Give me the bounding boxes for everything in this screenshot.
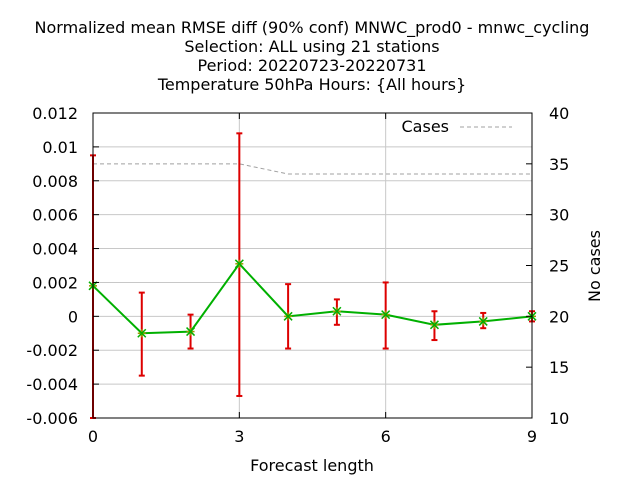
- title-line-3: Period: 20220723-20220731: [197, 56, 426, 75]
- y-tick-label: 0.01: [42, 138, 78, 157]
- title-line-1: Normalized mean RMSE diff (90% conf) MNW…: [35, 18, 590, 38]
- rmse-diff-series: [88, 259, 537, 338]
- data-point: [478, 316, 488, 326]
- marker-stroke: [234, 259, 244, 269]
- data-point: [381, 310, 391, 320]
- y-tick-label: 0.012: [32, 104, 78, 123]
- marker-stroke: [186, 327, 196, 337]
- chart-title: Normalized mean RMSE diff (90% conf) MNW…: [35, 18, 590, 94]
- data-point: [186, 327, 196, 337]
- title-line-2: Selection: ALL using 21 stations: [184, 37, 439, 56]
- grid: [93, 113, 532, 418]
- legend: Cases: [402, 117, 512, 136]
- y-tick-label: -0.002: [26, 341, 78, 360]
- marker-stroke: [332, 306, 342, 316]
- x-tick-label: 6: [381, 427, 391, 446]
- data-point: [332, 306, 342, 316]
- y-tick-label: 0.008: [32, 172, 78, 191]
- cases-series: [93, 163, 532, 175]
- marker-stroke: [429, 320, 439, 330]
- y2-axis-label: No cases: [585, 230, 604, 302]
- marker-stroke: [478, 316, 488, 326]
- rmse-diff-line: [92, 262, 533, 335]
- data-point: [137, 328, 147, 338]
- cases-line: [93, 163, 532, 175]
- y2-tick-label: 35: [549, 155, 569, 174]
- y-tick-label: 0: [68, 307, 78, 326]
- y-tick-label: -0.004: [26, 375, 78, 394]
- y-tick-label: 0.006: [32, 206, 78, 225]
- y-tick-label: 0.002: [32, 273, 78, 292]
- title-line-4: Temperature 50hPa Hours: {All hours}: [157, 75, 466, 94]
- y2-tick-label: 30: [549, 206, 569, 225]
- error-bars: [90, 132, 535, 419]
- y2-tick-label: 20: [549, 307, 569, 326]
- x-axis-label: Forecast length: [250, 456, 374, 475]
- y-tick-label: -0.006: [26, 409, 78, 428]
- marker-stroke: [137, 328, 147, 338]
- y-tick-label: 0.004: [32, 240, 78, 259]
- y2-tick-label: 25: [549, 257, 569, 276]
- x-tick-label: 9: [527, 427, 537, 446]
- marker-stroke: [283, 311, 293, 321]
- legend-label-cases: Cases: [402, 117, 450, 136]
- axis-ticks: -0.006 -0.004 -0.002 0 0.002 0.004 0.006 0.008 0…: [26, 104, 569, 446]
- data-point: [234, 259, 244, 269]
- data-point: [283, 311, 293, 321]
- y2-tick-label: 40: [549, 104, 569, 123]
- marker-stroke: [381, 310, 391, 320]
- data-point: [429, 320, 439, 330]
- y2-tick-label: 15: [549, 358, 569, 377]
- plot-frame: [92, 112, 533, 419]
- y2-tick-label: 10: [549, 409, 569, 428]
- x-tick-label: 3: [234, 427, 244, 446]
- x-tick-label: 0: [88, 427, 98, 446]
